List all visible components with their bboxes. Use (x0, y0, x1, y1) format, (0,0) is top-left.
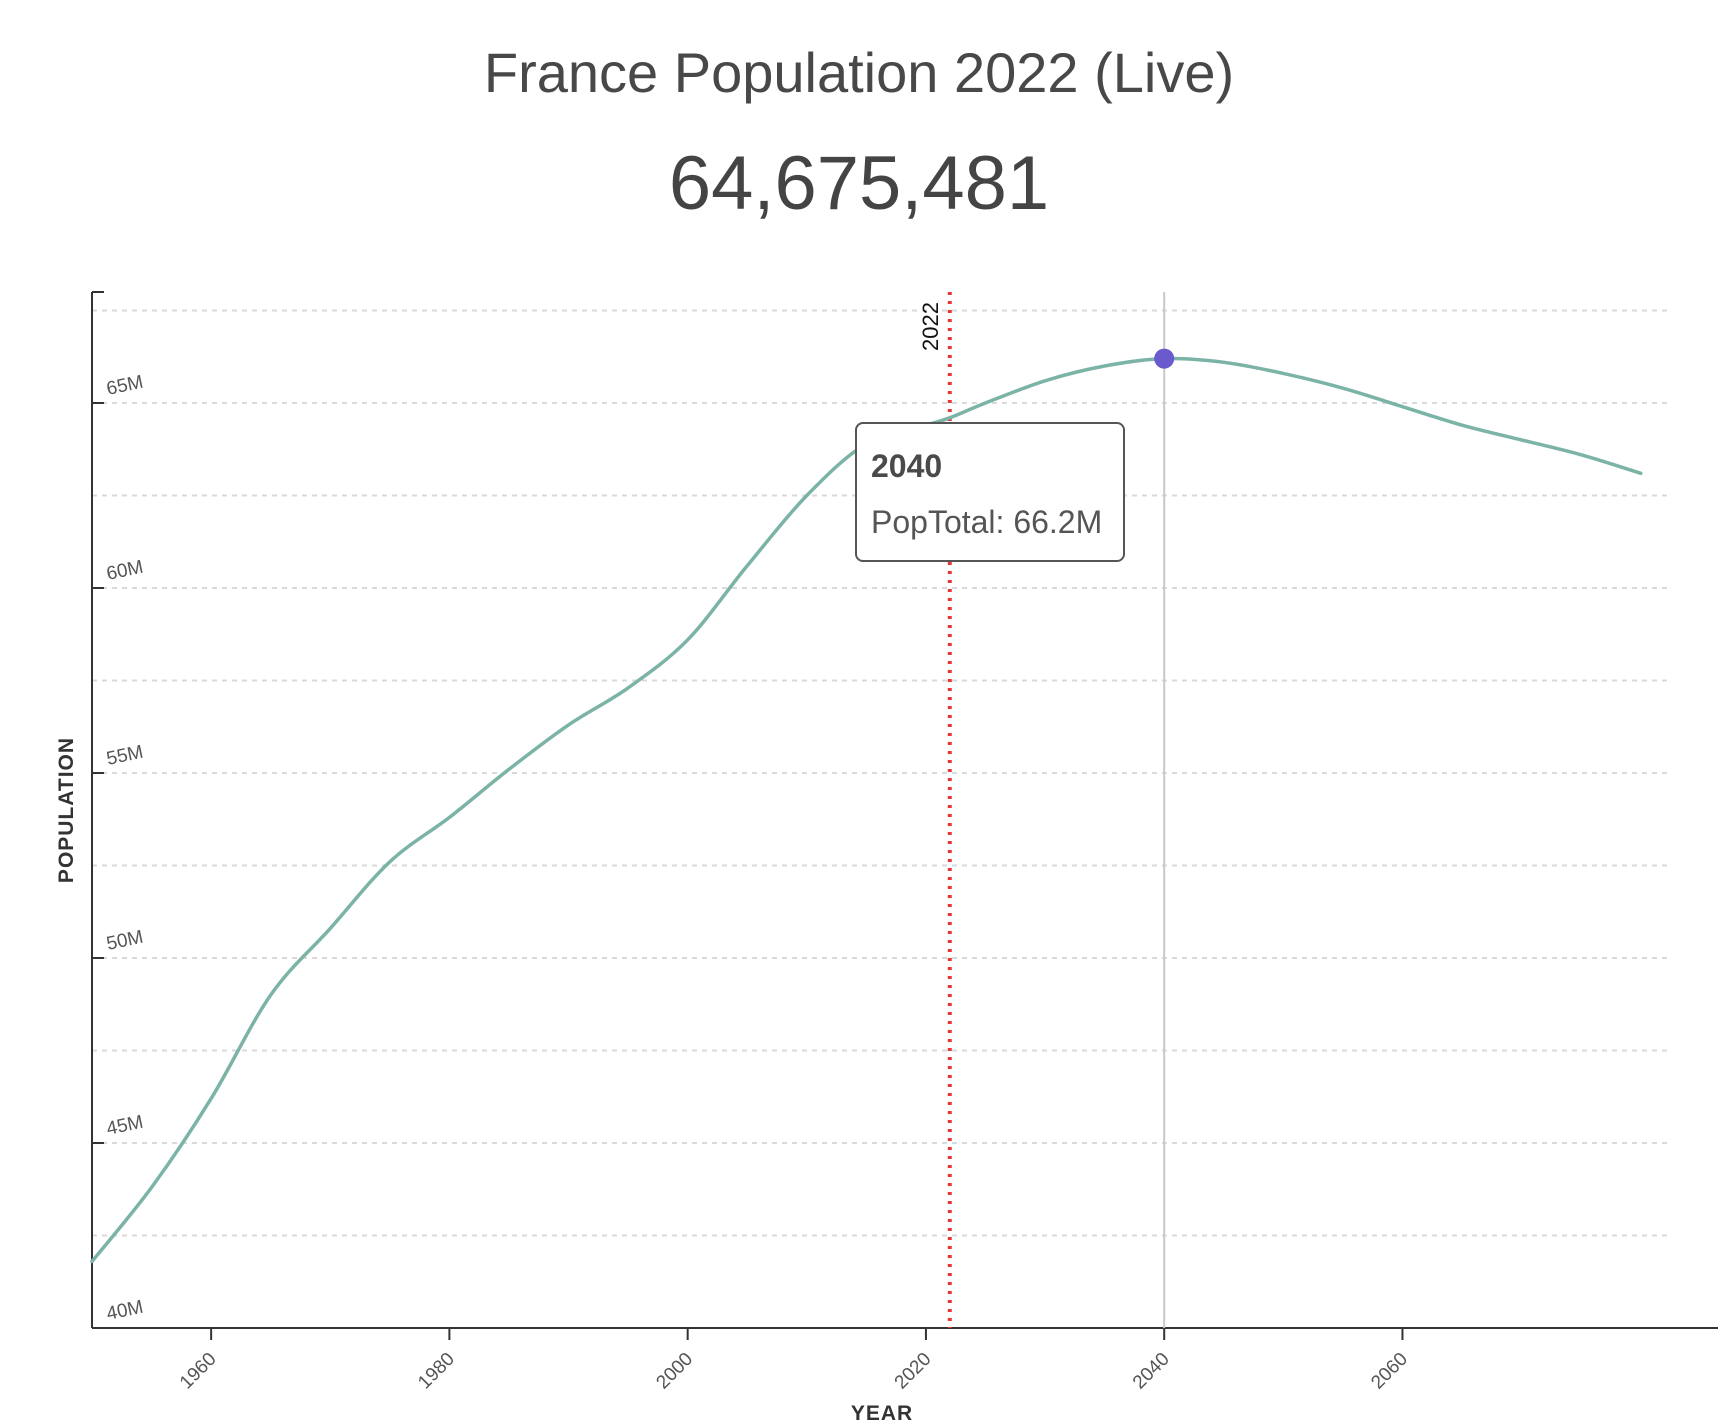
y-tick-label: 45M (105, 1112, 146, 1140)
x-tick-label: 2060 (1367, 1349, 1412, 1394)
grid-lines (92, 309, 1672, 1237)
hover-data-point-marker[interactable] (1154, 348, 1175, 369)
y-tick-label: 65M (105, 372, 146, 400)
tooltip-year: 2040 (871, 448, 943, 484)
data-tooltip: 2040 PopTotal66.2M (855, 422, 1125, 562)
tooltip-value: 66.2M (1013, 504, 1103, 540)
x-axis-label: YEAR (851, 1402, 913, 1425)
y-tick-label: 55M (105, 742, 146, 770)
axes (91, 291, 1718, 1329)
population-series-line[interactable] (90, 356, 1643, 1264)
current-year-label: 2022 (918, 302, 943, 351)
tooltip-key: PopTotal (871, 504, 1013, 540)
y-tick-label: 50M (105, 927, 146, 955)
live-population-counter: 64,675,481 (668, 141, 1050, 226)
page-title: France Population 2022 (Live) (483, 41, 1235, 104)
axis-ticks: 1960 1980 2000 2020 2040 2060 40M 45M 50M 55M 60M 6… (92, 372, 1412, 1394)
x-tick-label: 2000 (652, 1349, 697, 1394)
x-tick-label: 1980 (414, 1349, 459, 1394)
y-tick-label: 60M (105, 557, 146, 585)
y-tick-label: 40M (105, 1297, 146, 1325)
x-tick-label: 1960 (176, 1349, 221, 1394)
x-tick-label: 2020 (891, 1349, 936, 1394)
x-tick-label: 2040 (1129, 1349, 1174, 1394)
tooltip-value-row: PopTotal66.2M (871, 504, 1102, 541)
y-axis-label: POPULATION (55, 737, 78, 883)
